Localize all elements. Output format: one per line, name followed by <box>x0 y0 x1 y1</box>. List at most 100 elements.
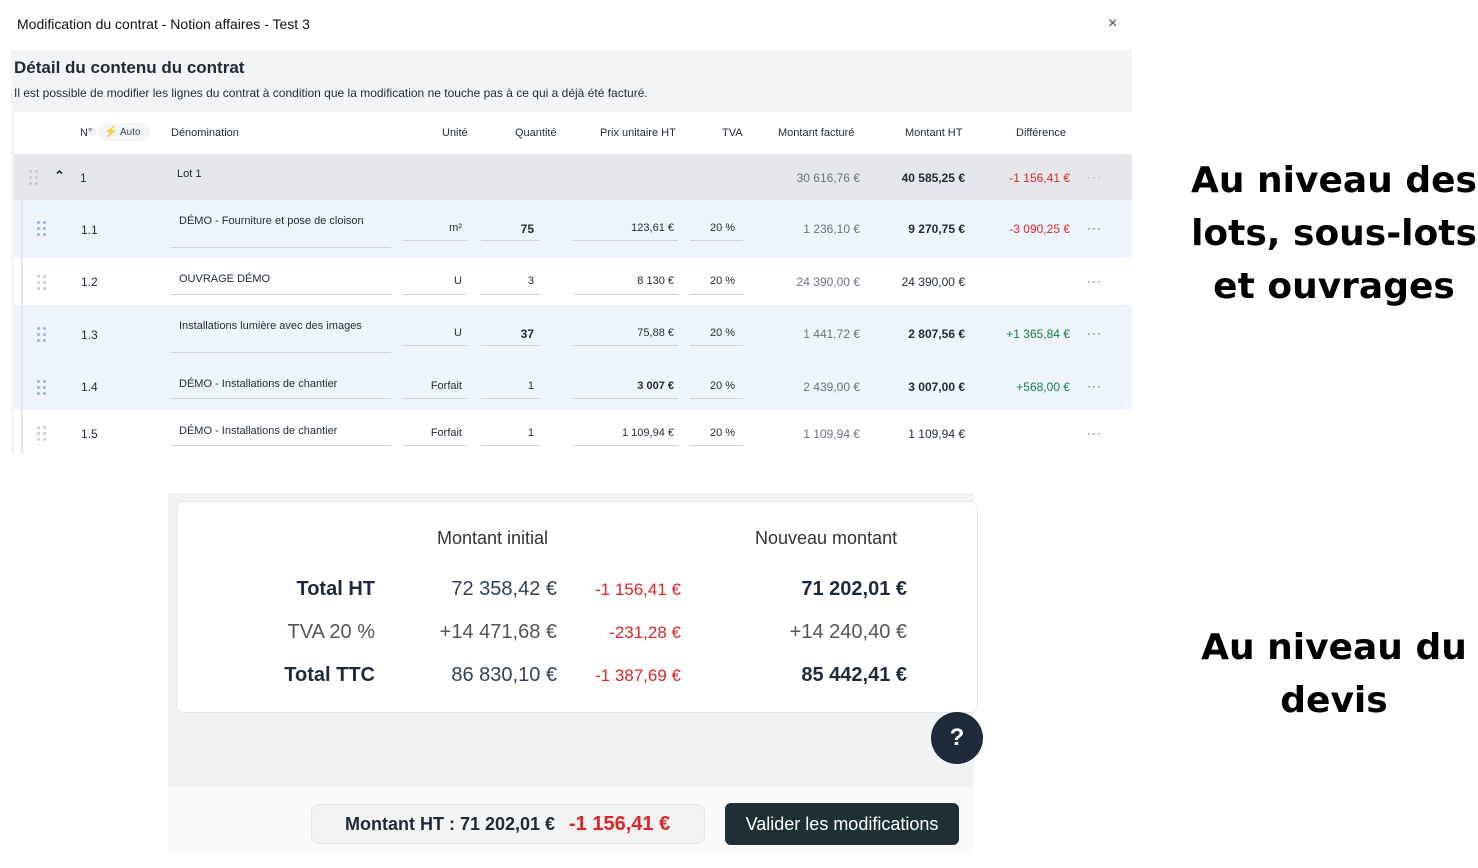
row-amount: 9 270,75 € <box>908 222 965 236</box>
row-denomination[interactable]: DÉMO - Fourniture et pose de cloison <box>179 215 364 227</box>
row-denomination[interactable]: OUVRAGE DÉMO <box>179 273 271 285</box>
row-unit-price[interactable]: 123,61 € <box>631 222 674 234</box>
help-button[interactable]: ? <box>931 712 983 764</box>
validate-button[interactable]: Valider les modifications <box>725 803 959 845</box>
row-quantity[interactable]: 1 <box>527 380 534 392</box>
row-vat[interactable]: 20 % <box>710 275 736 287</box>
row-more-icon[interactable]: ··· <box>1087 274 1102 288</box>
footer-amount: Montant HT : 71 202,01 € <box>345 814 556 834</box>
row-invoiced: 1 109,94 € <box>803 427 860 441</box>
summary-label-total-ttc: Total TTC <box>284 664 375 686</box>
header-vat: TVA <box>722 127 743 139</box>
row-vat[interactable]: 20 % <box>710 427 736 439</box>
row-number: 1.4 <box>81 380 98 394</box>
table-row[interactable]: 1.4 DÉMO - Installations de chantier For… <box>14 363 1132 410</box>
lot-name[interactable]: Lot 1 <box>177 168 202 180</box>
summary-delta-total-ttc: -1 387,69 € <box>594 666 681 685</box>
footer-delta: -1 156,41 € <box>569 813 671 835</box>
row-difference: +1 365,84 € <box>1006 327 1070 341</box>
drag-handle-icon[interactable] <box>37 327 47 343</box>
lot-invoiced: 30 616,76 € <box>796 171 860 185</box>
annotation-lots: Au niveau des lots, sous-lots et ouvrage… <box>1190 154 1478 313</box>
row-unit[interactable]: U <box>454 275 462 287</box>
row-more-icon[interactable]: ··· <box>1087 221 1102 235</box>
row-unit-price[interactable]: 8 130 € <box>637 275 674 287</box>
drag-handle-icon[interactable] <box>37 221 47 237</box>
row-denomination[interactable]: DÉMO - Installations de chantier <box>179 425 338 437</box>
annotation-devis-line: Au niveau du <box>1201 627 1467 668</box>
row-quantity[interactable]: 75 <box>520 222 534 236</box>
row-more-icon[interactable]: ··· <box>1087 379 1102 393</box>
drag-handle-icon[interactable] <box>29 170 39 186</box>
summary-initial-total-ttc: 86 830,10 € <box>451 664 557 686</box>
drag-handle-icon[interactable] <box>37 426 47 442</box>
row-denomination[interactable]: Installations lumière avec des images <box>179 320 362 332</box>
row-number: 1.5 <box>81 427 98 441</box>
row-difference: +568,00 € <box>1016 380 1070 394</box>
row-unit-price[interactable]: 75,88 € <box>637 327 674 339</box>
row-unit-price[interactable]: 1 109,94 € <box>622 427 674 439</box>
row-difference: -3 090,25 € <box>1009 222 1070 236</box>
drag-handle-icon[interactable] <box>37 380 47 396</box>
summary-delta-total-ht: -1 156,41 € <box>594 580 681 599</box>
row-number: 1.2 <box>81 275 98 289</box>
table-row[interactable]: 1.2 OUVRAGE DÉMO U 3 8 130 € 20 % 24 390… <box>14 258 1132 305</box>
row-unit[interactable]: U <box>454 327 462 339</box>
table-row[interactable]: 1.1 DÉMO - Fourniture et pose de cloison… <box>14 200 1132 258</box>
row-amount: 2 807,56 € <box>908 327 965 341</box>
row-quantity[interactable]: 3 <box>527 275 534 287</box>
modal-title: Modification du contrat - Notion affaire… <box>17 16 310 32</box>
lot-amount: 40 585,25 € <box>901 171 965 185</box>
summary-label-total-ht: Total HT <box>296 578 375 600</box>
lightning-icon: ⚡ <box>104 126 118 138</box>
row-number: 1.1 <box>81 223 98 237</box>
lot-row[interactable]: ⌃ 1 Lot 1 30 616,76 € 40 585,25 € -1 156… <box>14 154 1132 200</box>
lot-more-icon[interactable]: ··· <box>1087 170 1102 184</box>
header-num: N° <box>80 127 93 139</box>
summary-col-new: Nouveau montant <box>755 528 898 548</box>
close-icon[interactable]: × <box>1108 15 1118 32</box>
row-more-icon[interactable]: ··· <box>1087 326 1102 340</box>
summary-col-initial: Montant initial <box>437 528 549 548</box>
auto-label: Auto <box>120 127 141 138</box>
header-quantity: Quantité <box>515 127 557 139</box>
row-vat[interactable]: 20 % <box>710 222 736 234</box>
row-unit[interactable]: m² <box>449 222 462 234</box>
summary-delta-vat: -231,28 € <box>609 623 681 642</box>
annotation-lots-line: lots, sous-lots <box>1191 213 1477 254</box>
contract-detail-section: Détail du contenu du contrat Il est poss… <box>11 50 1132 454</box>
row-amount: 3 007,00 € <box>908 380 965 394</box>
table-row[interactable]: 1.3 Installations lumière avec des image… <box>14 305 1132 363</box>
lot-number: 1 <box>80 171 87 185</box>
row-more-icon[interactable]: ··· <box>1087 426 1102 440</box>
annotation-devis-line: devis <box>1280 680 1388 721</box>
chevron-up-icon[interactable]: ⌃ <box>54 168 65 183</box>
row-invoiced: 24 390,00 € <box>796 275 860 289</box>
header-unit: Unité <box>442 127 468 139</box>
summary-new-total-ttc: 85 442,41 € <box>801 664 907 686</box>
summary-card: Montant initial Nouveau montant Total HT… <box>176 501 978 713</box>
row-quantity[interactable]: 1 <box>527 427 534 439</box>
summary-initial-total-ht: 72 358,42 € <box>451 578 557 600</box>
row-invoiced: 1 441,72 € <box>803 327 860 341</box>
row-number: 1.3 <box>81 328 98 342</box>
header-invoiced: Montant facturé <box>778 127 855 139</box>
header-unit-price: Prix unitaire HT <box>600 127 676 139</box>
contract-table: N° ⚡ Auto Dénomination Unité Quantité Pr… <box>14 112 1132 454</box>
row-invoiced: 2 439,00 € <box>803 380 860 394</box>
row-invoiced: 1 236,10 € <box>803 222 860 236</box>
row-vat[interactable]: 20 % <box>710 327 736 339</box>
row-quantity[interactable]: 37 <box>520 327 534 341</box>
footer-amount-pill: Montant HT : 71 202,01 € -1 156,41 € <box>311 804 705 844</box>
drag-handle-icon[interactable] <box>37 275 47 291</box>
row-unit[interactable]: Forfait <box>430 427 462 439</box>
row-denomination[interactable]: DÉMO - Installations de chantier <box>179 378 338 390</box>
summary-new-vat: +14 240,40 € <box>789 621 907 643</box>
auto-numbering-toggle[interactable]: ⚡ Auto <box>98 123 150 141</box>
row-vat[interactable]: 20 % <box>710 380 736 392</box>
table-row[interactable]: 1.5 DÉMO - Installations de chantier For… <box>14 410 1132 454</box>
row-amount: 1 109,94 € <box>908 427 965 441</box>
row-unit-price[interactable]: 3 007 € <box>637 380 674 392</box>
annotation-devis: Au niveau du devis <box>1190 621 1478 727</box>
row-unit[interactable]: Forfait <box>430 380 462 392</box>
